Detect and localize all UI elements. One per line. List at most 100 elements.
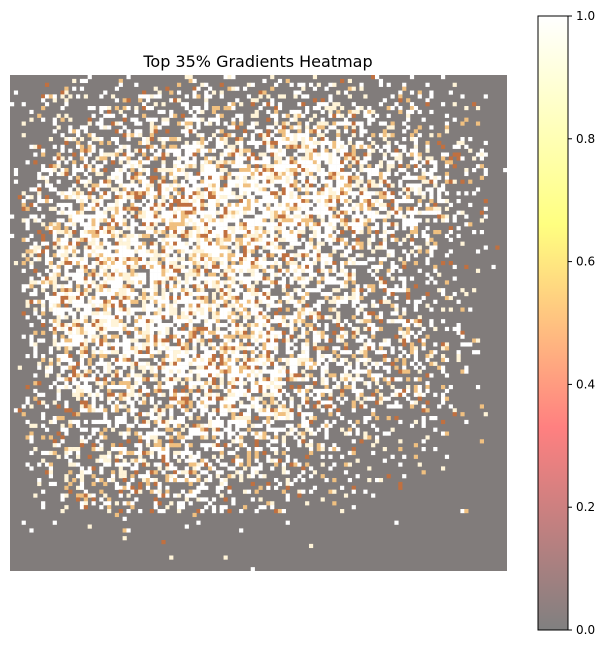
heatmap-cell xyxy=(250,295,255,301)
heatmap-cell xyxy=(192,90,197,95)
heatmap-cell xyxy=(142,183,147,188)
heatmap-cell xyxy=(351,272,356,277)
heatmap-cell xyxy=(41,199,46,204)
heatmap-cell xyxy=(188,230,193,235)
heatmap-cell xyxy=(173,148,178,153)
heatmap-cell xyxy=(262,156,267,161)
heatmap-cell xyxy=(425,280,430,285)
heatmap-cell xyxy=(242,233,248,239)
heatmap-cell xyxy=(72,323,77,328)
heatmap-cell xyxy=(270,125,275,130)
heatmap-cell xyxy=(250,199,255,204)
heatmap-cell xyxy=(382,342,387,347)
heatmap-cell xyxy=(293,94,298,99)
heatmap-cell xyxy=(301,268,306,273)
heatmap-cell xyxy=(406,195,411,200)
heatmap-cell xyxy=(37,299,42,304)
heatmap-cell xyxy=(192,202,197,208)
heatmap-cell xyxy=(153,288,158,293)
heatmap-cell xyxy=(122,233,127,239)
heatmap-cell xyxy=(351,160,356,165)
heatmap-cell xyxy=(83,369,88,374)
heatmap-cell xyxy=(433,342,438,347)
heatmap-cell xyxy=(402,330,407,335)
heatmap-cell xyxy=(114,373,120,378)
heatmap-cell xyxy=(64,257,69,262)
heatmap-cell xyxy=(227,230,232,235)
heatmap-cell xyxy=(433,326,438,332)
heatmap-cell xyxy=(99,109,104,115)
heatmap-cell xyxy=(258,199,263,204)
heatmap-cell xyxy=(250,202,255,208)
heatmap-cell xyxy=(409,214,415,219)
heatmap-cell xyxy=(215,334,220,339)
heatmap-cell xyxy=(157,137,162,142)
heatmap-cell xyxy=(355,319,360,324)
heatmap-cell xyxy=(118,299,123,304)
heatmap-cell xyxy=(429,109,434,115)
heatmap-cell xyxy=(316,222,321,227)
heatmap-cell xyxy=(254,121,259,126)
heatmap-cell xyxy=(367,171,372,177)
heatmap-cell xyxy=(359,307,364,312)
heatmap-cell xyxy=(305,338,310,343)
heatmap-cell xyxy=(126,280,131,285)
heatmap-cell xyxy=(118,330,123,335)
heatmap-cell xyxy=(347,94,352,99)
heatmap-cell xyxy=(114,191,120,196)
heatmap-cell xyxy=(367,226,372,231)
heatmap-cell xyxy=(425,187,430,192)
heatmap-cell xyxy=(390,311,395,316)
heatmap-cell xyxy=(421,171,426,177)
heatmap-cell xyxy=(324,315,329,320)
heatmap-cell xyxy=(433,179,438,184)
heatmap-cell xyxy=(324,233,329,239)
heatmap-cell xyxy=(440,319,446,324)
heatmap-cell xyxy=(118,261,123,266)
heatmap-cell xyxy=(188,202,193,208)
heatmap-cell xyxy=(371,133,376,138)
heatmap-cell xyxy=(208,245,213,250)
heatmap-cell xyxy=(378,373,384,378)
heatmap-cell xyxy=(76,187,81,192)
heatmap-cell xyxy=(308,245,314,250)
heatmap-cell xyxy=(130,241,135,246)
heatmap-cell xyxy=(83,160,88,165)
heatmap-cell xyxy=(122,226,127,231)
heatmap-cell xyxy=(110,268,116,273)
heatmap-cell xyxy=(336,133,341,138)
heatmap-cell xyxy=(305,264,310,270)
heatmap-cell xyxy=(176,354,182,359)
heatmap-cell xyxy=(239,299,244,304)
heatmap-cell xyxy=(448,249,453,254)
heatmap-cell xyxy=(421,295,426,301)
heatmap-cell xyxy=(398,330,403,335)
heatmap-cell xyxy=(258,106,263,111)
heatmap-cell xyxy=(161,168,166,173)
heatmap-cell xyxy=(495,245,500,250)
heatmap-cell xyxy=(204,330,209,335)
heatmap-cell xyxy=(196,230,201,235)
heatmap-cell xyxy=(328,175,333,180)
heatmap-cell xyxy=(371,199,376,204)
heatmap-cell xyxy=(382,245,387,250)
heatmap-cell xyxy=(468,342,473,347)
heatmap-cell xyxy=(316,280,321,285)
heatmap-cell xyxy=(60,94,65,99)
heatmap-cell xyxy=(60,241,65,246)
heatmap-cell xyxy=(390,350,395,355)
heatmap-cell xyxy=(138,245,143,250)
heatmap-cell xyxy=(95,199,100,204)
heatmap-cell xyxy=(134,361,139,366)
heatmap-cell xyxy=(157,342,162,347)
heatmap-cell xyxy=(351,168,356,173)
heatmap-cell xyxy=(91,261,96,266)
heatmap-cell xyxy=(448,90,453,95)
heatmap-cell xyxy=(320,121,325,126)
heatmap-cell xyxy=(289,261,294,266)
heatmap-cell xyxy=(118,272,123,277)
heatmap-cell xyxy=(76,195,81,200)
heatmap-cell xyxy=(378,350,384,355)
heatmap-cell xyxy=(289,276,294,281)
heatmap-cell xyxy=(60,210,65,215)
